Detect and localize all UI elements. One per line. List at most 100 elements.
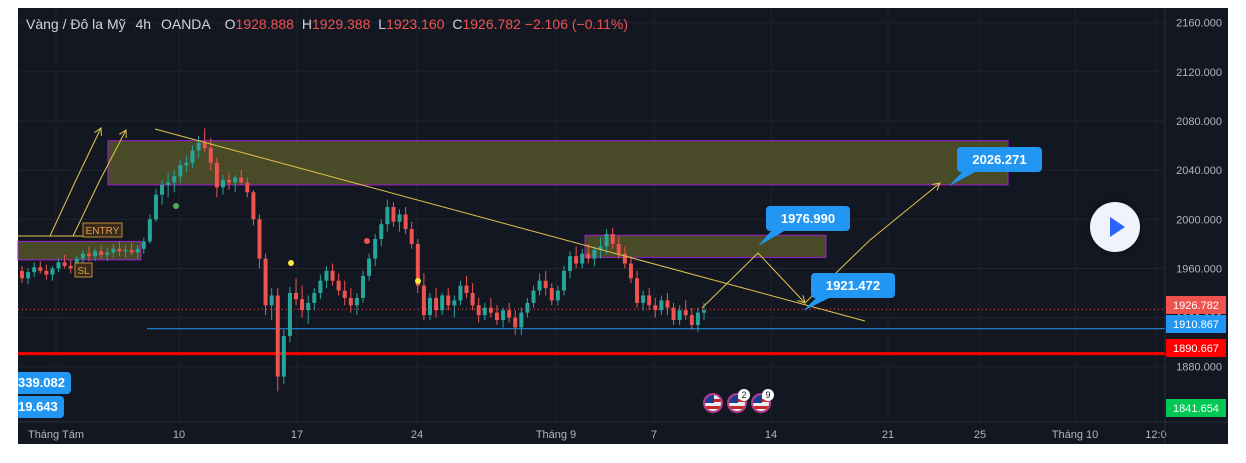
candle: [245, 177, 250, 198]
candle: [604, 229, 609, 254]
candle-body: [306, 302, 311, 311]
candle-body: [543, 280, 548, 289]
trade-label-box: [74, 262, 93, 278]
candle: [135, 245, 140, 259]
candle-body: [677, 310, 682, 321]
candle-body: [312, 293, 317, 303]
candle-body: [361, 275, 365, 298]
candle: [586, 243, 591, 264]
candle: [324, 265, 329, 289]
candle: [610, 227, 615, 249]
candle-body: [281, 336, 286, 377]
candle: [421, 273, 426, 321]
candle-body: [427, 297, 432, 316]
x-tick-label: 14: [765, 429, 777, 441]
price-badge-box: [1166, 399, 1226, 417]
trade-label-box: [82, 222, 123, 238]
close-label: C: [452, 16, 463, 32]
projection-arrow-entry-1[interactable]: [49, 127, 102, 237]
candle: [409, 221, 414, 249]
candle: [665, 293, 670, 316]
candle: [239, 170, 244, 185]
candle-body: [147, 219, 152, 242]
candle: [367, 253, 372, 281]
candle-body: [251, 192, 256, 220]
symbol-name[interactable]: Vàng / Đô la Mỹ: [26, 16, 126, 32]
callout-pointer: [758, 230, 786, 246]
candle: [208, 138, 213, 171]
candle: [561, 265, 566, 296]
stop-loss-label[interactable]: SL: [74, 262, 93, 278]
entry-zone-left[interactable]: [17, 240, 142, 261]
candle-body: [537, 280, 542, 291]
price-callout[interactable]: 1976.990: [758, 206, 850, 246]
us-flag-icon[interactable]: [703, 393, 723, 413]
candle: [373, 234, 378, 266]
interval-label[interactable]: 4h: [135, 16, 152, 32]
candle: [488, 297, 493, 318]
candle: [391, 202, 396, 227]
candle: [318, 274, 323, 300]
replay-play-button[interactable]: [1090, 202, 1140, 252]
candle: [348, 288, 353, 313]
candle-body: [275, 295, 280, 377]
projection-arrow-entry-2[interactable]: [72, 129, 127, 237]
candle-body: [397, 214, 402, 222]
candle: [440, 293, 445, 316]
candle: [153, 188, 158, 222]
candle-body: [501, 310, 506, 321]
candle-body: [568, 256, 573, 271]
candle: [641, 290, 646, 311]
candle-body: [391, 207, 396, 222]
source-label: OANDA: [160, 16, 211, 32]
candle-body: [367, 258, 372, 276]
callout-pointer: [803, 297, 831, 311]
callout-text: 1976.990: [781, 211, 835, 226]
left-price-label-upper: 339.082: [18, 372, 71, 394]
candle-body: [129, 250, 134, 253]
candle-body: [421, 285, 426, 316]
candle-body: [123, 250, 128, 252]
candle: [415, 238, 420, 294]
candle-body: [135, 248, 140, 253]
candle: [549, 283, 554, 306]
candle: [202, 128, 207, 152]
arrow-head: [119, 129, 127, 139]
candle: [458, 280, 463, 306]
candle: [300, 285, 305, 318]
price-badge-text: 1890.667: [1173, 343, 1219, 355]
candle-body: [32, 267, 37, 273]
resistance-zone-mid[interactable]: [584, 234, 827, 258]
candle: [220, 175, 225, 195]
candle-body: [105, 252, 110, 255]
price-callout[interactable]: 2026.271: [949, 147, 1042, 186]
candle-body: [336, 280, 341, 291]
candle: [172, 170, 177, 193]
candle-body: [665, 300, 670, 308]
economic-events[interactable]: 2 9: [703, 389, 783, 415]
candle-body: [86, 253, 91, 257]
low-value: 1923.160: [386, 16, 445, 32]
descending-trendline[interactable]: [154, 128, 866, 322]
candle: [56, 258, 61, 273]
candle-body: [44, 270, 49, 275]
projection-arrow-swing[interactable]: [701, 252, 806, 309]
candle-body: [348, 297, 353, 306]
candle-body: [93, 251, 98, 257]
candle-body: [482, 307, 487, 316]
callout-box: [811, 273, 895, 298]
candle-body: [227, 179, 232, 183]
entry-label[interactable]: ENTRY: [82, 222, 123, 238]
candle-body: [117, 248, 122, 252]
price-callout[interactable]: 1921.472: [803, 273, 895, 311]
resistance-zone-upper[interactable]: [107, 140, 1009, 186]
candle: [695, 307, 700, 333]
candle: [482, 302, 487, 321]
x-tick-label: Tháng 9: [536, 429, 576, 441]
candle-body: [26, 272, 31, 279]
candle: [227, 172, 232, 190]
candle: [147, 214, 152, 244]
chart-legend: Vàng / Đô la Mỹ 4h OANDA O1928.888 H1929…: [26, 16, 628, 32]
